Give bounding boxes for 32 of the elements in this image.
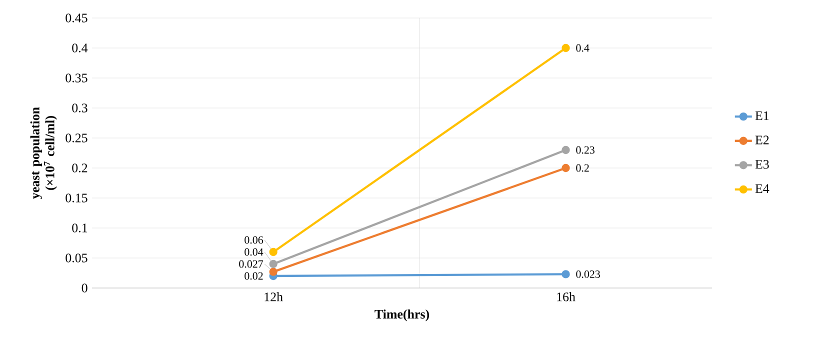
y-tick-label: 0.25 [66,134,88,142]
x-axis-title: Time(hrs) [374,309,430,322]
legend-label: E2 [755,136,769,144]
data-label: 0.4 [576,44,590,52]
data-label: 0.02 [244,272,263,280]
y-tick-label: 0.15 [66,194,88,202]
point [562,146,570,154]
legend-label: E3 [755,160,769,169]
data-label: 0.2 [576,164,589,172]
legend-label: E4 [755,184,770,193]
point [269,260,278,268]
legend-label: E1 [755,111,769,120]
data-label: 0.027 [239,260,264,268]
y-tick-label: 0.2 [72,164,88,172]
data-label: 0.23 [576,146,594,154]
y-tick-label: 0.35 [66,74,88,82]
data-label: 0.04 [244,248,264,256]
x-tick-label: 12h [264,292,283,302]
point [562,44,570,52]
y-tick-label: 0.1 [72,224,88,232]
y-tick-label: 0.05 [66,254,88,262]
point [269,268,278,276]
point [562,164,570,172]
data-label: 0.06 [244,236,264,244]
x-tick-label: 16h [557,292,576,302]
data-label: 0.023 [576,270,600,278]
y-tick-label: 0.4 [72,44,88,52]
y-tick-label: 0 [82,284,88,292]
y-tick-label: 0.3 [72,104,88,112]
point [269,248,278,256]
y-tick-label: 0.45 [66,14,88,22]
point [562,270,570,278]
